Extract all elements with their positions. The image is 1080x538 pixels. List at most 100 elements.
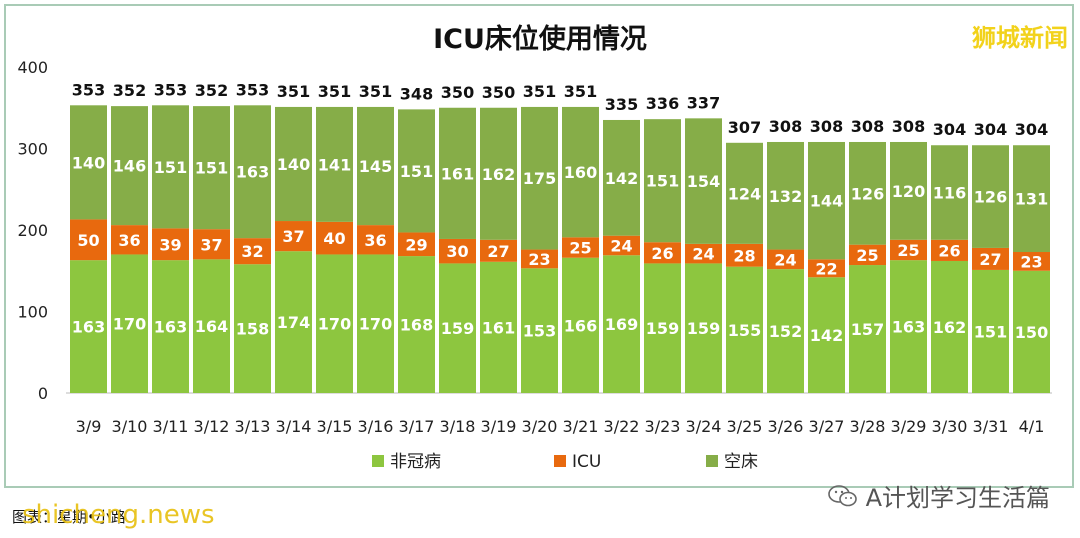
bar-segment-empty: [849, 141, 886, 245]
segment-value-label: 142: [605, 169, 638, 188]
bar-total-label: 350: [441, 83, 474, 102]
segment-value-label: 25: [569, 239, 591, 258]
bar-total-label: 308: [769, 117, 802, 136]
bar-total-label: 304: [1015, 120, 1048, 139]
bar-total-label: 335: [605, 95, 638, 114]
segment-value-label: 132: [769, 187, 802, 206]
legend-swatch: [554, 455, 566, 467]
x-category-label: 3/28: [850, 417, 886, 436]
segment-value-label: 25: [897, 241, 919, 260]
bar-segment-icu: [562, 237, 599, 258]
segment-value-label: 174: [277, 313, 310, 332]
x-category-label: 3/14: [276, 417, 312, 436]
bar-total-label: 351: [359, 82, 392, 101]
x-category-label: 3/9: [76, 417, 102, 436]
bar-segment-icu: [603, 235, 640, 256]
bar-segment-icu: [275, 221, 312, 252]
segment-value-label: 142: [810, 326, 843, 345]
segment-value-label: 159: [441, 319, 474, 338]
segment-value-label: 151: [974, 322, 1007, 341]
bar-segment-icu: [398, 232, 435, 257]
wechat-account: A计划学习生活篇: [827, 478, 1050, 513]
segment-value-label: 158: [236, 320, 269, 339]
bar-total-label: 348: [400, 84, 433, 103]
segment-value-label: 160: [564, 163, 597, 182]
bar-segment-empty: [890, 141, 927, 240]
x-category-label: 3/23: [645, 417, 681, 436]
y-tick-label: 300: [17, 140, 48, 159]
x-category-label: 3/11: [153, 417, 189, 436]
segment-value-label: 159: [687, 319, 720, 338]
segment-value-label: 170: [359, 315, 392, 334]
bar-total-label: 350: [482, 83, 515, 102]
x-category-label: 3/16: [358, 417, 394, 436]
bar-total-label: 353: [236, 80, 269, 99]
bar-segment-non-covid: [275, 251, 312, 393]
bar-segment-non-covid: [767, 269, 804, 393]
bar-segment-empty: [234, 105, 271, 239]
segment-value-label: 116: [933, 184, 966, 203]
chart-title: ICU床位使用情况: [433, 23, 647, 55]
bar-segment-empty: [726, 142, 763, 244]
bar-total-label: 304: [974, 120, 1007, 139]
x-category-label: 3/17: [399, 417, 435, 436]
x-category-label: 3/15: [317, 417, 353, 436]
segment-value-label: 153: [523, 322, 556, 341]
bar-segment-non-covid: [234, 264, 271, 393]
segment-value-label: 27: [979, 250, 1001, 269]
bar-segment-empty: [193, 106, 230, 230]
bar-segment-non-covid: [603, 255, 640, 393]
bar-segment-icu: [480, 239, 517, 262]
segment-value-label: 25: [856, 246, 878, 265]
segment-value-label: 126: [974, 188, 1007, 207]
segment-value-label: 145: [359, 157, 392, 176]
bar-segment-non-covid: [644, 263, 681, 393]
segment-value-label: 37: [282, 227, 304, 246]
bar-segment-empty: [357, 106, 394, 226]
bar-segment-non-covid: [1013, 270, 1050, 393]
segment-value-label: 27: [487, 242, 509, 261]
bar-segment-icu: [521, 249, 558, 269]
segment-value-label: 163: [154, 318, 187, 337]
y-tick-label: 100: [17, 303, 48, 322]
site-watermark: shicheng.news: [22, 500, 215, 530]
segment-value-label: 40: [323, 229, 345, 248]
bars: 163 50 140 353 3/9 170 36 146 352 3/10 163 39 151 353…: [70, 80, 1050, 436]
segment-value-label: 37: [200, 235, 222, 254]
segment-value-label: 36: [118, 231, 140, 250]
segment-value-label: 23: [528, 250, 550, 269]
segment-value-label: 168: [400, 316, 433, 335]
legend-swatch: [706, 455, 718, 467]
x-category-label: 3/21: [563, 417, 599, 436]
segment-value-label: 175: [523, 169, 556, 188]
x-category-label: 3/19: [481, 417, 517, 436]
y-tick-label: 200: [17, 221, 48, 240]
bar-segment-icu: [931, 239, 968, 261]
x-category-label: 3/26: [768, 417, 804, 436]
segment-value-label: 161: [482, 318, 515, 337]
bar-segment-empty: [316, 106, 353, 222]
bar-segment-icu: [357, 225, 394, 255]
segment-value-label: 50: [77, 231, 99, 250]
x-category-label: 3/13: [235, 417, 271, 436]
bar-segment-non-covid: [480, 261, 517, 393]
segment-value-label: 152: [769, 322, 802, 341]
segment-value-label: 155: [728, 321, 761, 340]
segment-value-label: 144: [810, 192, 843, 211]
bar-segment-non-covid: [398, 256, 435, 393]
bar-segment-non-covid: [685, 263, 722, 393]
segment-value-label: 151: [400, 162, 433, 181]
wechat-account-name: A计划学习生活篇: [865, 484, 1050, 512]
y-tick-label: 0: [38, 384, 48, 403]
bar-total-label: 308: [810, 117, 843, 136]
x-category-label: 3/29: [891, 417, 927, 436]
bar-total-label: 308: [851, 117, 884, 136]
segment-value-label: 163: [72, 318, 105, 337]
bar-segment-empty: [398, 109, 435, 233]
bar-segment-non-covid: [439, 263, 476, 393]
bar-segment-empty: [644, 119, 681, 243]
segment-value-label: 124: [728, 184, 761, 203]
bar-segment-non-covid: [193, 259, 230, 393]
legend: 非冠病 ICU 空床: [372, 452, 758, 472]
bar-segment-empty: [562, 106, 599, 238]
